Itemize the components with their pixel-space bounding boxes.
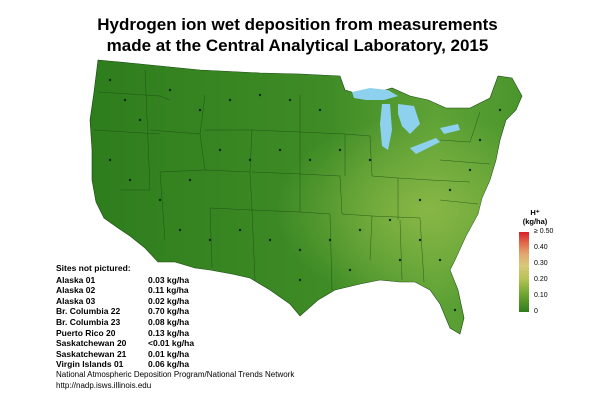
- site-row: Alaska 01 0.03 kg/ha: [56, 275, 194, 286]
- site-marker: [208, 238, 212, 242]
- site-value: 0.70 kg/ha: [148, 306, 190, 317]
- state-borders: [93, 69, 491, 291]
- site-name: Br. Columbia 23: [56, 316, 121, 327]
- site-marker: [248, 158, 252, 162]
- site-marker: [198, 108, 202, 112]
- site-value: 0.01 kg/ha: [148, 348, 190, 359]
- site-name: Saskatchewan 21: [56, 348, 127, 359]
- site-value: 0.08 kg/ha: [148, 316, 190, 327]
- site-marker: [368, 158, 372, 162]
- site-marker: [188, 178, 192, 182]
- site-marker: [453, 308, 457, 312]
- site-marker: [298, 248, 302, 252]
- legend-color-bar: [519, 232, 529, 312]
- source-line-1: National Atmospheric Deposition Program/…: [56, 370, 295, 379]
- site-marker: [238, 228, 242, 232]
- site-marker: [288, 98, 292, 102]
- source-attribution: National Atmospheric Deposition Program/…: [56, 369, 294, 391]
- site-value: 0.13 kg/ha: [148, 327, 190, 338]
- site-marker: [418, 198, 422, 202]
- site-marker: [138, 118, 142, 122]
- color-legend: H⁺ (kg/ha) ≥ 0.50 0.40 0.30 0.20 0.10 0: [519, 208, 555, 315]
- site-name: Br. Columbia 22: [56, 306, 121, 317]
- site-name: Alaska 02: [56, 285, 96, 296]
- site-name: Puerto Rico 20: [56, 327, 116, 338]
- site-marker: [108, 78, 112, 82]
- legend-tick: ≥ 0.50: [534, 228, 554, 235]
- site-marker: [278, 148, 282, 152]
- legend-unit: (kg/ha): [522, 217, 548, 226]
- site-marker: [298, 278, 302, 282]
- site-marker: [398, 258, 402, 262]
- site-marker: [228, 98, 232, 102]
- site-marker: [158, 198, 162, 202]
- site-marker: [318, 108, 322, 112]
- sites-not-pictured: Sites not pictured: Alaska 01 0.03 kg/ha A…: [56, 263, 194, 370]
- lake-ontario: [440, 124, 460, 134]
- lake-huron: [398, 104, 420, 134]
- site-marker: [468, 168, 472, 172]
- site-name: Alaska 01: [56, 274, 96, 285]
- site-marker: [308, 158, 312, 162]
- site-marker: [168, 88, 172, 92]
- title-line-2: made at the Central Analytical Laborator…: [106, 36, 489, 55]
- site-marker: [128, 178, 132, 182]
- site-marker: [268, 238, 272, 242]
- lake-erie: [410, 138, 440, 154]
- site-marker: [348, 268, 352, 272]
- site-value: 0.11 kg/ha: [148, 285, 189, 296]
- site-marker: [338, 148, 342, 152]
- site-marker: [258, 93, 262, 97]
- lake-michigan: [380, 104, 392, 150]
- legend-tick: 0.40: [534, 244, 548, 251]
- legend-tick: 0: [534, 308, 538, 315]
- site-row: Br. Columbia 22 0.70 kg/ha: [56, 306, 194, 317]
- site-row: Virgin Islands 01 0.06 kg/ha: [56, 359, 194, 370]
- source-line-2: http://nadp.isws.illinois.edu: [56, 381, 152, 390]
- sites-header: Sites not pictured:: [56, 263, 131, 273]
- title-line-1: Hydrogen ion wet deposition from measure…: [97, 15, 498, 34]
- site-marker: [388, 218, 392, 222]
- site-marker: [358, 228, 362, 232]
- site-row: Br. Columbia 23 0.08 kg/ha: [56, 317, 194, 328]
- site-marker: [478, 138, 482, 142]
- legend-tick: 0.10: [534, 292, 548, 299]
- site-marker: [498, 108, 502, 112]
- site-marker: [178, 228, 182, 232]
- site-row: Saskatchewan 20 <0.01 kg/ha: [56, 338, 194, 349]
- site-value: 0.02 kg/ha: [148, 295, 190, 306]
- site-marker: [328, 238, 332, 242]
- lake-superior: [352, 88, 398, 100]
- site-row: Puerto Rico 20 0.13 kg/ha: [56, 328, 194, 339]
- map-title: Hydrogen ion wet deposition from measure…: [0, 14, 595, 56]
- site-value: 0.03 kg/ha: [148, 274, 190, 285]
- site-marker: [448, 188, 452, 192]
- site-name: Saskatchewan 20: [56, 338, 127, 349]
- site-marker: [123, 98, 127, 102]
- site-name: Alaska 03: [56, 295, 96, 306]
- site-value: <0.01 kg/ha: [148, 338, 195, 349]
- legend-title: H⁺ (kg/ha): [515, 208, 555, 226]
- site-marker: [108, 158, 112, 162]
- site-name: Virgin Islands 01: [56, 359, 124, 370]
- site-marker: [418, 238, 422, 242]
- site-labels: [108, 78, 502, 312]
- site-marker: [438, 258, 442, 262]
- legend-tick: 0.20: [534, 276, 548, 283]
- site-marker: [218, 148, 222, 152]
- site-row: Alaska 02 0.11 kg/ha: [56, 285, 194, 296]
- legend-tick: 0.30: [534, 260, 548, 267]
- site-row: Alaska 03 0.02 kg/ha: [56, 296, 194, 307]
- site-row: Saskatchewan 21 0.01 kg/ha: [56, 349, 194, 360]
- legend-unit-symbol: H⁺: [530, 208, 540, 217]
- site-value: 0.06 kg/ha: [148, 359, 190, 370]
